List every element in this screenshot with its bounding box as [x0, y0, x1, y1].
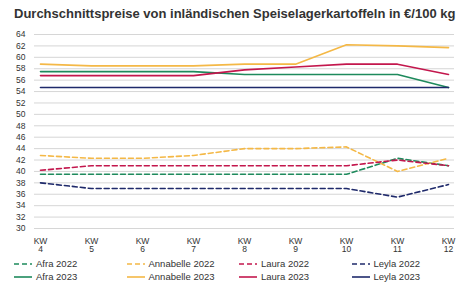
svg-text:58: 58: [16, 63, 26, 73]
svg-text:42: 42: [16, 155, 26, 165]
svg-text:KW7: KW7: [187, 236, 201, 255]
svg-text:40: 40: [16, 166, 26, 176]
svg-text:KW11: KW11: [391, 236, 405, 255]
svg-text:64: 64: [16, 29, 26, 39]
svg-text:36: 36: [16, 189, 26, 199]
svg-text:KW12: KW12: [442, 236, 456, 255]
html-text:Leyla 2022: Leyla 2022: [373, 258, 420, 269]
svg-text:54: 54: [16, 86, 26, 96]
svg-text:48: 48: [16, 121, 26, 131]
svg-text:52: 52: [16, 98, 26, 108]
svg-text:46: 46: [16, 132, 26, 142]
svg-text:30: 30: [16, 223, 26, 233]
html-text:Annabelle 2022: Annabelle 2022: [148, 258, 215, 269]
html-text:Afra 2023: Afra 2023: [36, 271, 78, 282]
svg-text:50: 50: [16, 109, 26, 119]
svg-text:KW5: KW5: [85, 236, 99, 255]
svg-text:KW9: KW9: [289, 236, 303, 255]
svg-text:KW10: KW10: [340, 236, 354, 255]
svg-text:KW8: KW8: [238, 236, 252, 255]
svg-text:44: 44: [16, 143, 26, 153]
svg-text:56: 56: [16, 75, 26, 85]
html-text:Annabelle 2023: Annabelle 2023: [148, 271, 215, 282]
svg-text:38: 38: [16, 178, 26, 188]
html-text:Durchschnittspreise von inländ: Durchschnittspreise von inländischen Spe…: [14, 6, 456, 21]
html-text:Laura 2023: Laura 2023: [261, 271, 310, 282]
html-text:Laura 2022: Laura 2022: [261, 258, 310, 269]
svg-text:34: 34: [16, 200, 26, 210]
svg-text:KW6: KW6: [136, 236, 150, 255]
svg-text:KW4: KW4: [34, 236, 48, 255]
html-text:Afra 2022: Afra 2022: [36, 258, 78, 269]
svg-text:60: 60: [16, 52, 26, 62]
html-text:Leyla 2023: Leyla 2023: [373, 271, 420, 282]
svg-text:62: 62: [16, 41, 26, 51]
svg-text:32: 32: [16, 212, 26, 222]
